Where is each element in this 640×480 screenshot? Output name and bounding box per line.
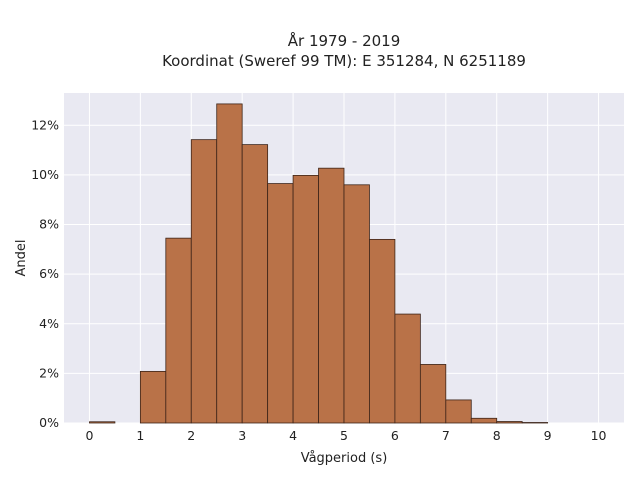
bar-2 xyxy=(139,370,167,424)
bar-0 xyxy=(89,421,116,424)
bar-10 xyxy=(343,184,370,424)
bar-14 xyxy=(445,399,472,424)
y-axis-label: Andel xyxy=(14,240,29,277)
bar-8 xyxy=(292,174,319,424)
bar-6 xyxy=(241,144,269,424)
bar-9 xyxy=(318,167,345,424)
bar-7 xyxy=(267,183,294,424)
bar-11 xyxy=(369,238,396,424)
x-tick-label-5: 5 xyxy=(340,428,348,443)
bar-3 xyxy=(165,237,192,424)
bar-4 xyxy=(190,139,218,424)
x-tick-label-3: 3 xyxy=(238,428,246,443)
x-axis-ticks: 0 1 2 3 4 5 6 7 8 9 10 xyxy=(85,428,606,443)
y-tick-label-3: 6% xyxy=(39,266,59,281)
y-tick-label-6: 12% xyxy=(31,117,59,132)
bar-5 xyxy=(216,103,243,424)
y-tick-label-5: 10% xyxy=(31,167,59,182)
y-tick-label-4: 8% xyxy=(39,217,59,232)
x-tick-label-10: 10 xyxy=(591,428,607,443)
x-tick-label-6: 6 xyxy=(391,428,399,443)
x-axis-label: Vågperiod (s) xyxy=(301,451,388,466)
y-tick-label-0: 0% xyxy=(39,415,59,430)
x-tick-label-2: 2 xyxy=(187,428,195,443)
y-tick-label-1: 2% xyxy=(39,365,59,380)
bars xyxy=(89,103,549,424)
bar-16 xyxy=(496,421,523,424)
x-tick-label-8: 8 xyxy=(493,428,501,443)
bar-12 xyxy=(394,313,421,424)
chart-title-line2: Koordinat (Sweref 99 TM): E 351284, N 62… xyxy=(162,52,526,70)
bar-15 xyxy=(470,417,498,424)
y-axis-ticks: 0% 2% 4% 6% 8% 10% 12% xyxy=(31,117,59,430)
bar-13 xyxy=(419,364,447,424)
x-tick-label-4: 4 xyxy=(289,428,297,443)
x-tick-label-0: 0 xyxy=(85,428,93,443)
x-tick-label-9: 9 xyxy=(544,428,552,443)
x-tick-label-7: 7 xyxy=(442,428,450,443)
y-tick-label-2: 4% xyxy=(39,316,59,331)
chart-title-line1: År 1979 - 2019 xyxy=(288,31,401,50)
x-tick-label-1: 1 xyxy=(136,428,144,443)
